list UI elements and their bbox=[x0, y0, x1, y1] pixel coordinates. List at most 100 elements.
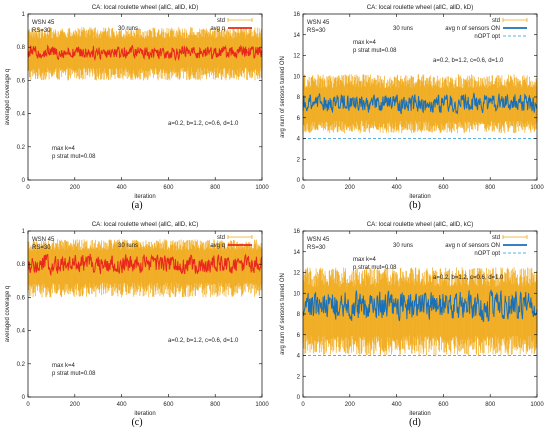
panel-caption-c: (c) bbox=[131, 417, 143, 428]
legend-label: nOPT opt bbox=[474, 251, 500, 257]
avg-series-line bbox=[27, 253, 263, 277]
x-tick-label: 0 bbox=[26, 402, 30, 408]
avg-series-line bbox=[302, 92, 538, 115]
x-axis-label: iteration bbox=[409, 194, 430, 200]
x-tick-label: 0 bbox=[26, 185, 30, 191]
y-tick-label: 0 bbox=[22, 395, 26, 401]
x-tick-label: 800 bbox=[485, 185, 496, 191]
y-tick-label: 0.8 bbox=[17, 45, 26, 51]
chart-svg-c: CA: local roulette wheel (allC, allD, kC… bbox=[5, 221, 269, 417]
y-tick-label: 0 bbox=[22, 178, 26, 184]
legend-label: std bbox=[217, 235, 225, 241]
plot-frame bbox=[27, 13, 263, 181]
chart-annotation: RS=30 bbox=[32, 28, 51, 34]
chart-annotation: max k=4 bbox=[52, 363, 76, 369]
x-axis-label: iteration bbox=[134, 194, 155, 200]
chart-annotation: WSN 45 bbox=[307, 20, 330, 26]
y-tick-label: 6 bbox=[297, 333, 301, 339]
chart-annotation: max k=4 bbox=[353, 40, 377, 46]
panel-caption-d: (d) bbox=[409, 417, 421, 428]
chart-annotation: p strat mut=0.08 bbox=[353, 48, 397, 54]
chart-annotation: max k=4 bbox=[52, 146, 76, 152]
y-tick-label: 8 bbox=[297, 312, 301, 318]
panel-caption-b: (b) bbox=[409, 200, 421, 211]
chart-annotation: 30 runs bbox=[393, 243, 413, 249]
chart-annotation: a=0.2, b=1.2, c=0.6, d=1.0 bbox=[433, 275, 504, 281]
legend-label: std bbox=[492, 235, 500, 241]
avg-series-line bbox=[27, 44, 263, 62]
plot-frame bbox=[27, 230, 263, 398]
y-tick-label: 0.8 bbox=[17, 262, 26, 268]
x-tick-label: 200 bbox=[345, 402, 356, 408]
y-tick-label: 2 bbox=[297, 157, 301, 163]
y-tick-label: 1 bbox=[22, 12, 26, 18]
x-tick-label: 400 bbox=[117, 402, 128, 408]
chart-annotation: RS=30 bbox=[307, 245, 326, 251]
y-tick-label: 14 bbox=[293, 33, 300, 39]
y-tick-label: 0 bbox=[297, 178, 301, 184]
y-tick-label: 0 bbox=[297, 395, 301, 401]
chart-annotation: p strat mut=0.08 bbox=[52, 371, 96, 377]
x-tick-label: 200 bbox=[70, 185, 81, 191]
x-tick-label: 200 bbox=[70, 402, 81, 408]
chart-annotation: RS=30 bbox=[32, 245, 51, 251]
avg-series-line bbox=[302, 289, 538, 323]
y-tick-label: 12 bbox=[293, 54, 300, 60]
x-tick-label: 200 bbox=[345, 185, 356, 191]
chart-svg-b: CA: local roulette wheel (allC, allD, kD… bbox=[280, 4, 544, 200]
x-tick-label: 600 bbox=[438, 402, 449, 408]
y-tick-label: 12 bbox=[293, 271, 300, 277]
x-tick-label: 400 bbox=[117, 185, 128, 191]
chart-title: CA: local roulette wheel (allC, allD, kD… bbox=[92, 4, 199, 11]
x-tick-label: 1000 bbox=[255, 185, 269, 191]
chart-annotation: WSN 45 bbox=[32, 237, 55, 243]
x-tick-label: 400 bbox=[392, 185, 403, 191]
std-errorbars bbox=[302, 74, 538, 134]
chart-annotation: a=0.2, b=1.2, c=0.6, d=1.0 bbox=[168, 338, 239, 344]
y-tick-label: 16 bbox=[293, 229, 300, 235]
legend-label: avg n of sensors ON bbox=[445, 26, 500, 32]
x-tick-label: 1000 bbox=[530, 402, 544, 408]
chart-annotation: 30 runs bbox=[393, 26, 413, 32]
y-tick-label: 10 bbox=[293, 291, 300, 297]
x-tick-label: 1000 bbox=[530, 185, 544, 191]
y-axis-label: averaged coverage q bbox=[5, 286, 11, 342]
y-axis-label: averaged coverage q bbox=[5, 69, 11, 125]
chart-title: CA: local roulette wheel (allC, allD, kC… bbox=[92, 221, 199, 228]
legend-label: avg q bbox=[210, 26, 225, 32]
y-tick-label: 6 bbox=[297, 116, 301, 122]
y-tick-label: 4 bbox=[297, 354, 301, 360]
x-axis-label: iteration bbox=[409, 411, 430, 417]
y-tick-label: 0.2 bbox=[17, 362, 26, 368]
x-tick-label: 400 bbox=[392, 402, 403, 408]
chart-panel-b: CA: local roulette wheel (allC, allD, kD… bbox=[275, 0, 550, 217]
chart-annotation: RS=30 bbox=[307, 28, 326, 34]
chart-annotation: p strat mut=0.08 bbox=[353, 265, 397, 271]
legend-label: std bbox=[492, 18, 500, 24]
y-tick-label: 1 bbox=[22, 229, 26, 235]
chart-annotation: WSN 45 bbox=[32, 20, 55, 26]
y-tick-label: 10 bbox=[293, 74, 300, 80]
x-tick-label: 0 bbox=[301, 402, 305, 408]
chart-annotation: p strat mut=0.08 bbox=[52, 154, 96, 160]
legend-label: std bbox=[217, 18, 225, 24]
legend-label: avg n of sensors ON bbox=[445, 243, 500, 249]
chart-svg-a: CA: local roulette wheel (allC, allD, kD… bbox=[5, 4, 269, 200]
x-tick-label: 600 bbox=[163, 402, 174, 408]
legend-label: nOPT opt bbox=[474, 34, 500, 40]
y-tick-label: 0.4 bbox=[17, 329, 26, 335]
chart-panel-a: CA: local roulette wheel (allC, allD, kD… bbox=[0, 0, 275, 217]
y-tick-label: 2 bbox=[297, 374, 301, 380]
y-tick-label: 0.4 bbox=[17, 112, 26, 118]
chart-title: CA: local roulette wheel (allC, allD, kC… bbox=[367, 221, 474, 228]
y-axis-label: avg num of sensors turned ON bbox=[280, 273, 286, 355]
chart-annotation: 30 runs bbox=[118, 26, 138, 32]
y-tick-label: 0.2 bbox=[17, 145, 26, 151]
y-tick-label: 8 bbox=[297, 95, 301, 101]
chart-title: CA: local roulette wheel (allC, allD, kD… bbox=[367, 4, 474, 11]
x-tick-label: 800 bbox=[485, 402, 496, 408]
x-tick-label: 800 bbox=[210, 402, 221, 408]
chart-panel-c: CA: local roulette wheel (allC, allD, kC… bbox=[0, 217, 275, 434]
chart-annotation: a=0.2, b=1.2, c=0.6, d=1.0 bbox=[433, 58, 504, 64]
chart-annotation: WSN 45 bbox=[307, 237, 330, 243]
